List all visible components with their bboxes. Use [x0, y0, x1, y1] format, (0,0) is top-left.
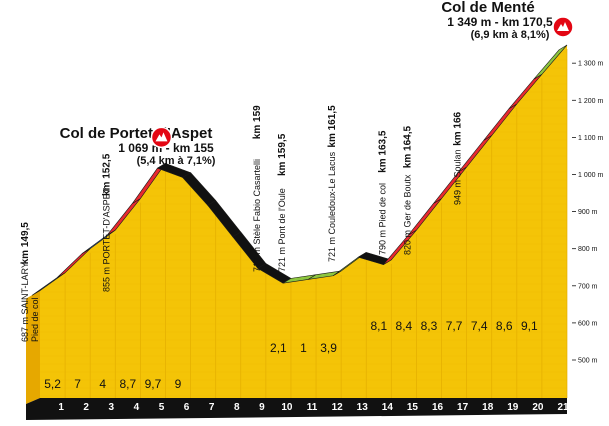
km-strip [26, 398, 567, 420]
altitude-tick-label: 1 000 m [578, 172, 603, 179]
gradient-value-label: 8,7 [119, 377, 136, 391]
profile-area [26, 45, 568, 404]
gradient-value-label: 3,9 [320, 341, 337, 355]
waypoint-sub: Pied de col [30, 297, 40, 342]
gradient-value-label: 8,1 [370, 319, 387, 333]
ridge-segment [533, 44, 568, 80]
altitude-tick-label: 1 100 m [578, 135, 603, 142]
gradient-band [31, 44, 568, 296]
altitude-tick-label: 800 m [578, 246, 598, 253]
waypoint-name: 717 m Stèle Fabio Casartelli [252, 159, 262, 272]
waypoint-label: 949 m Soulan km 166 [453, 111, 464, 205]
waypoint-label: 717 m Stèle Fabio Casartelli km 159 [252, 105, 263, 272]
km-marker-label: 10 [281, 402, 293, 413]
km-marker-label: 13 [357, 402, 369, 413]
gradient-labels: 5,2 7 4 8,7 9,7 9 2,1 1 3,9 8,1 8,4 8,3 7,7 7,4 8,6 9,1 [44, 319, 538, 391]
km-marker-label: 11 [307, 402, 318, 413]
altitude-tick-label: 600 m [578, 320, 598, 327]
km-marker-label: 5 [159, 402, 165, 413]
km-marker-label: 14 [382, 402, 394, 413]
gradient-value-label: 8,3 [421, 319, 438, 333]
waypoint-label: 820 m Ger de Boutx km 164,5 [402, 126, 413, 255]
mountain-summit-icon [552, 16, 574, 38]
climb-grade: (6,9 km à 8,1%) [471, 29, 550, 41]
gradient-value-label: 9,7 [145, 377, 162, 391]
km-marker-label: 3 [109, 402, 115, 413]
waypoint-name: 790 m Pied de col [377, 183, 387, 255]
km-marker-label: 1 [58, 402, 64, 413]
waypoint-name: 949 m Soulan [453, 149, 463, 205]
waypoint-km: km 152,5 [101, 153, 112, 196]
waypoint-km: km 164,5 [402, 126, 413, 169]
waypoint-km: km 161,5 [327, 105, 338, 148]
waypoint-name: 687 m SAINT-LARY [20, 262, 30, 342]
waypoint-label: 721 m Couledoux-Le Lacus km 161,5 [327, 105, 338, 262]
km-marker-label: 17 [457, 402, 469, 413]
gradient-value-label: 1 [300, 341, 307, 355]
km-marker-label: 19 [507, 402, 519, 413]
waypoint-km: km 149,5 [20, 222, 31, 265]
gradient-value-label: 7 [74, 377, 81, 391]
climb-name: Col de Portet-d'Aspet [60, 125, 213, 142]
climb-grade: (5,4 km à 7,1%) [137, 155, 216, 167]
climb-detail: 1 349 m - km 170,5 [447, 15, 553, 29]
km-marker-label: 4 [134, 402, 140, 413]
waypoint-km: km 166 [453, 111, 464, 145]
waypoint-label: 790 m Pied de col km 163,5 [377, 130, 388, 255]
gradient-value-label: 8,6 [496, 319, 513, 333]
km-marker-label: 8 [234, 402, 240, 413]
km-marker-label: 2 [83, 402, 89, 413]
km-marker-label: 6 [184, 402, 190, 413]
waypoint-label: 721 m Pont de l'Oule km 159,5 [277, 133, 288, 272]
km-marker-label: 9 [259, 402, 265, 413]
km-marker-label: 21 [557, 402, 569, 413]
gradient-value-label: 5,2 [44, 377, 61, 391]
altitude-tick-label: 500 m [578, 358, 598, 365]
gradient-value-label: 7,7 [446, 319, 463, 333]
gradient-value-label: 8,4 [396, 319, 413, 333]
km-marker-label: 18 [482, 402, 494, 413]
waypoint-name: 721 m Pont de l'Oule [277, 188, 287, 272]
waypoint-km: km 163,5 [377, 130, 388, 173]
waypoint-name: 721 m Couledoux-Le Lacus [327, 151, 337, 262]
km-marker-label: 7 [209, 402, 215, 413]
km-marker-label: 12 [332, 402, 344, 413]
waypoint-name: 820 m Ger de Boutx [402, 174, 412, 255]
gradient-value-label: 7,4 [471, 319, 488, 333]
mountain-side [26, 290, 40, 404]
altitude-axis: 500 m 600 m 700 m 800 m 900 m 1 000 m 1 100 m 1… [572, 61, 603, 365]
altitude-tick-label: 700 m [578, 283, 598, 290]
km-marker-label: 20 [532, 402, 544, 413]
waypoint-name: 855 m PORTET-D'ASPET [101, 187, 111, 292]
altitude-tick-label: 900 m [578, 209, 598, 216]
gradient-value-label: 2,1 [270, 341, 287, 355]
km-marker-label: 16 [432, 402, 444, 413]
waypoint-km: km 159 [252, 105, 263, 139]
altitude-tick-label: 1 300 m [578, 61, 603, 68]
mountain-summit-icon [150, 126, 173, 149]
climb-detail: 1 069 m - km 155 [118, 141, 214, 155]
gradient-value-label: 4 [99, 377, 106, 391]
gradient-value-label: 9 [175, 377, 182, 391]
climb-name: Col de Menté [441, 0, 534, 16]
altitude-tick-label: 1 200 m [578, 98, 603, 105]
gradient-value-label: 9,1 [521, 319, 538, 333]
mountain-texture [40, 45, 567, 398]
waypoint-km: km 159,5 [277, 133, 288, 176]
km-axis: 1 2 3 4 5 6 7 8 9 10 11 12 13 14 15 16 17 18 19 20 21 [26, 398, 569, 420]
km-marker-label: 15 [407, 402, 419, 413]
